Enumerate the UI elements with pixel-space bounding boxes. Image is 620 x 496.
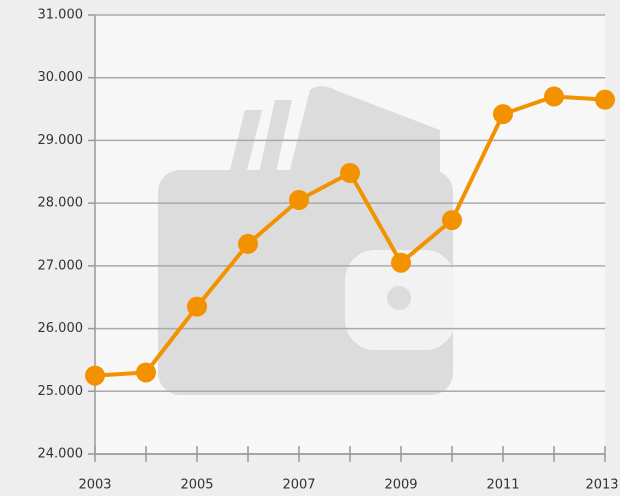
- point: [544, 86, 564, 107]
- point: [85, 365, 105, 386]
- y-tick-label: 28.000: [38, 196, 84, 211]
- point: [238, 233, 258, 254]
- x-tick-label: 2007: [282, 478, 315, 493]
- y-tick-label: 31.000: [38, 8, 84, 23]
- x-tick-label: 2009: [384, 478, 417, 493]
- point: [136, 362, 156, 383]
- point: [187, 296, 207, 317]
- x-tick-label: 2003: [78, 478, 111, 493]
- point: [595, 89, 615, 110]
- y-tick-label: 27.000: [38, 258, 84, 273]
- point: [493, 104, 513, 125]
- point: [289, 190, 309, 211]
- point: [442, 210, 462, 231]
- x-tick-label: 2011: [486, 478, 519, 493]
- y-tick-label: 24.000: [38, 447, 84, 462]
- point: [340, 163, 360, 184]
- x-tick-label: 2013: [585, 478, 618, 493]
- y-tick-label: 26.000: [38, 321, 84, 336]
- y-tick-label: 25.000: [38, 384, 84, 399]
- x-tick-label: 2005: [180, 478, 213, 493]
- y-tick-label: 29.000: [38, 133, 84, 148]
- point: [391, 252, 411, 273]
- y-tick-label: 30.000: [38, 70, 84, 85]
